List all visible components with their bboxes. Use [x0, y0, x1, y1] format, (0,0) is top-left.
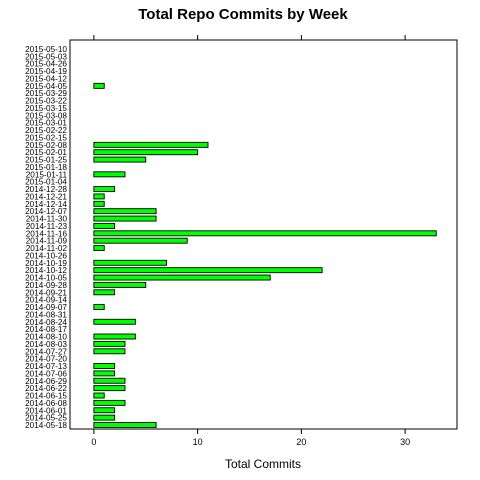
bar-2014-11-09: [93, 237, 188, 244]
bar-2014-12-14: [93, 200, 105, 207]
bars: [93, 82, 437, 428]
bar-2014-12-28: [93, 186, 116, 193]
category-label: 2014-08-03: [25, 340, 67, 349]
bar-2014-10-12: [93, 267, 323, 274]
plot-frame: [69, 39, 458, 430]
x-axis-label: Total Commits: [225, 457, 301, 471]
category-label: 2014-06-15: [25, 392, 67, 401]
bar-2015-01-11: [93, 171, 126, 178]
bar-2014-10-05: [93, 274, 271, 281]
category-label: 2015-03-22: [25, 97, 67, 106]
category-label: 2015-01-04: [25, 178, 67, 187]
bar-2014-06-29: [93, 377, 126, 384]
category-label: 2015-03-29: [25, 89, 67, 98]
bar-2014-08-10: [93, 333, 136, 340]
category-label: 2015-01-25: [25, 156, 67, 165]
category-label: 2014-09-07: [25, 303, 67, 312]
category-label: 2014-10-05: [25, 274, 67, 283]
bar-2014-06-22: [93, 385, 126, 392]
bar-2015-02-08: [93, 141, 209, 148]
bar-2014-06-15: [93, 392, 105, 399]
category-label: 2014-11-09: [26, 237, 68, 246]
category-label: 2014-10-12: [25, 266, 67, 275]
category-label: 2014-06-29: [25, 377, 67, 386]
bar-2015-01-25: [93, 156, 147, 163]
x-tick-label: 10: [193, 437, 203, 447]
bar-2014-06-01: [93, 407, 116, 414]
category-label: 2015-01-18: [25, 163, 67, 172]
category-label: 2015-04-19: [25, 67, 67, 76]
category-label: 2015-04-12: [25, 74, 67, 83]
bar-2014-05-25: [93, 414, 116, 421]
category-label: 2014-08-10: [25, 333, 67, 342]
category-label: 2014-06-08: [25, 399, 67, 408]
category-label: 2015-02-08: [25, 141, 67, 150]
category-label: 2014-09-14: [25, 296, 67, 305]
bar-2014-10-19: [93, 259, 167, 266]
category-label: 2014-09-21: [25, 288, 67, 297]
category-label: 2014-10-26: [25, 251, 67, 260]
bar-2014-08-24: [93, 318, 136, 325]
category-label: 2015-03-01: [25, 119, 67, 128]
category-label: 2015-04-05: [25, 82, 67, 91]
bar-2014-11-23: [93, 222, 116, 229]
category-label: 2014-06-01: [25, 406, 67, 415]
category-label: 2014-08-24: [25, 318, 67, 327]
x-tick-label: 30: [400, 437, 410, 447]
category-label: 2014-11-23: [26, 222, 68, 231]
x-tick-label: 0: [91, 437, 96, 447]
bar-2014-12-07: [93, 208, 157, 215]
category-label: 2014-12-21: [25, 192, 67, 201]
category-label: 2014-10-19: [25, 259, 67, 268]
category-label: 2014-12-07: [25, 207, 67, 216]
bar-2014-08-03: [93, 340, 126, 347]
category-label: 2014-08-17: [25, 325, 67, 334]
chart-title: Total Repo Commits by Week: [138, 6, 348, 23]
category-label: 2015-02-15: [25, 133, 67, 142]
category-label: 2015-05-10: [25, 45, 67, 54]
bar-2014-07-27: [93, 348, 126, 355]
category-label: 2014-06-22: [25, 384, 67, 393]
x-axis-ticks: 0 10 20 30: [91, 35, 410, 447]
category-label: 2014-12-14: [25, 200, 67, 209]
bar-2014-11-16: [93, 230, 437, 237]
x-tick-label: 20: [296, 437, 306, 447]
bar-2014-12-21: [93, 193, 105, 200]
category-label: 2014-07-13: [25, 362, 67, 371]
bar-2015-02-01: [93, 149, 199, 156]
category-label: 2014-12-28: [25, 185, 67, 194]
bar-2014-07-13: [93, 363, 116, 369]
category-label: 2014-07-20: [25, 355, 67, 364]
category-label: 2015-02-22: [25, 126, 67, 135]
bar-2014-05-18: [93, 422, 157, 428]
category-label: 2014-11-16: [26, 229, 68, 238]
bar-2014-07-06: [93, 370, 116, 377]
bar-2014-06-08: [93, 399, 126, 406]
bar-2014-09-07: [93, 304, 105, 310]
category-label: 2014-08-31: [25, 310, 67, 319]
category-label: 2014-05-25: [25, 414, 67, 423]
category-label: 2014-05-18: [25, 421, 67, 430]
category-label: 2015-03-08: [25, 111, 67, 120]
y-axis-category-labels: 2014-05-182014-05-252014-06-012014-06-08…: [25, 45, 67, 430]
category-label: 2014-11-30: [26, 215, 68, 224]
category-label: 2015-04-26: [25, 60, 67, 69]
category-label: 2014-11-02: [26, 244, 68, 253]
category-label: 2015-01-11: [26, 170, 68, 179]
category-label: 2015-02-01: [25, 148, 67, 157]
bar-2015-04-05: [93, 82, 105, 89]
category-label: 2014-07-27: [25, 347, 67, 356]
bar-2014-11-02: [93, 245, 105, 252]
category-label: 2015-05-03: [25, 52, 67, 61]
category-label: 2015-03-15: [25, 104, 67, 113]
bar-2014-09-21: [93, 289, 116, 296]
category-label: 2014-09-28: [25, 281, 67, 290]
category-label: 2014-07-06: [25, 369, 67, 378]
bar-2014-09-28: [93, 281, 147, 288]
bar-2014-11-30: [93, 215, 157, 222]
